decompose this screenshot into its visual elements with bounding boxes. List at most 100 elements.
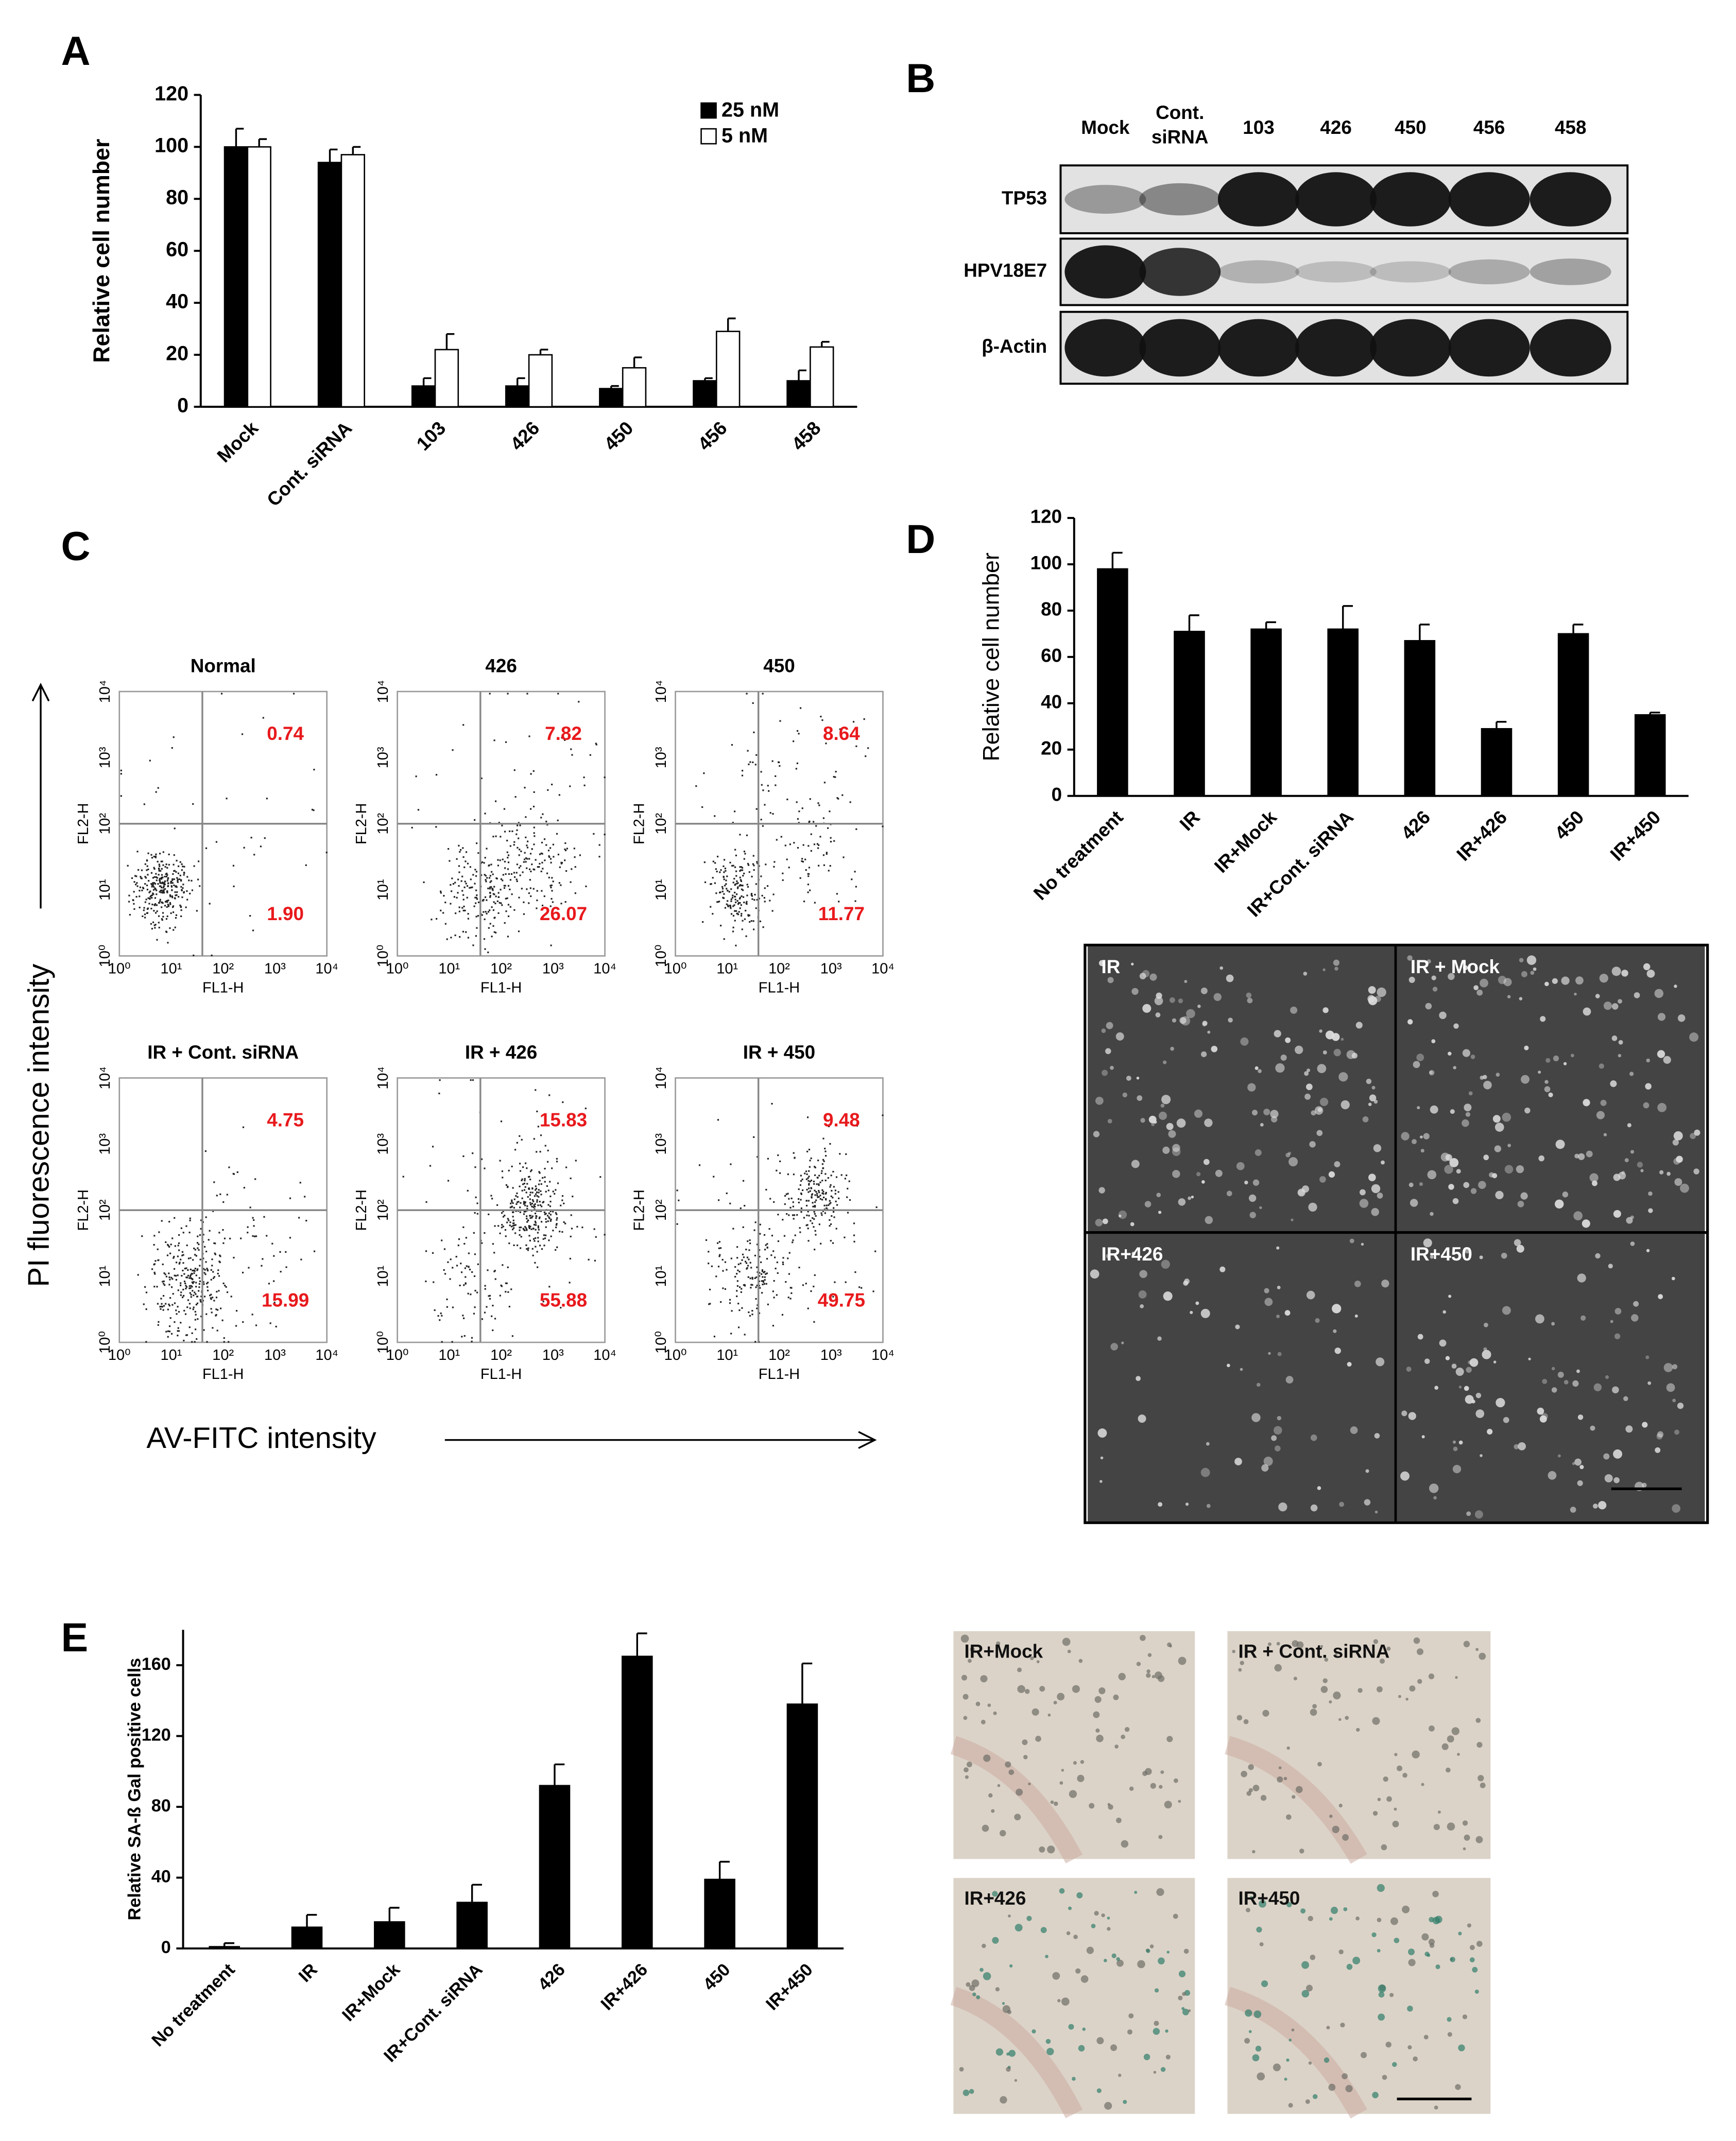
- cell: [1129, 1786, 1134, 1791]
- event-dot: [818, 844, 820, 846]
- cell: [1429, 1725, 1435, 1732]
- cell: [1545, 1058, 1551, 1063]
- event-dot: [519, 1234, 521, 1236]
- event-dot: [505, 1235, 507, 1237]
- event-dot: [214, 1253, 216, 1255]
- cell: [1398, 1695, 1401, 1698]
- event-dot: [835, 1228, 837, 1230]
- event-dot: [762, 825, 764, 827]
- cell: [1268, 1352, 1271, 1355]
- cell: [1583, 1007, 1591, 1016]
- cell: [1213, 993, 1222, 1001]
- event-dot: [285, 1266, 287, 1268]
- event-dot: [476, 1213, 478, 1215]
- event-dot: [565, 849, 567, 852]
- y-tick-label: 10⁰: [97, 1331, 113, 1354]
- event-dot: [750, 1287, 752, 1289]
- cell: [1334, 1348, 1341, 1354]
- event-dot: [411, 826, 413, 828]
- cell: [1417, 1679, 1422, 1684]
- cell: [1234, 1458, 1242, 1465]
- cell: [1439, 1011, 1447, 1020]
- cell: [1219, 966, 1224, 970]
- event-dot: [216, 1330, 218, 1332]
- event-dot: [821, 1192, 823, 1195]
- cell: [982, 1943, 986, 1948]
- legend-label: 5 nM: [721, 124, 768, 147]
- event-dot: [177, 1335, 179, 1337]
- event-dot: [441, 1341, 443, 1343]
- cell: [1539, 1415, 1547, 1423]
- cell: [1592, 1180, 1597, 1186]
- event-dot: [532, 805, 535, 807]
- y-tick-label: 120: [154, 82, 188, 105]
- event-dot: [472, 944, 474, 946]
- event-dot: [562, 1101, 564, 1103]
- event-dot: [444, 923, 446, 925]
- event-dot: [176, 894, 178, 896]
- cell: [1201, 1051, 1207, 1058]
- cell: [1150, 1783, 1156, 1789]
- cell: [1561, 976, 1570, 985]
- cell: [1517, 1201, 1524, 1207]
- cell: [1599, 1063, 1604, 1069]
- x-tick-label: 450: [699, 1960, 734, 1994]
- event-dot: [143, 803, 145, 805]
- cell: [1154, 996, 1163, 1006]
- event-dot: [808, 1184, 810, 1186]
- event-dot: [255, 1235, 257, 1237]
- event-dot: [207, 1269, 209, 1271]
- micrograph-label: IR: [1101, 956, 1120, 977]
- cell: [1182, 2009, 1189, 2015]
- cell: [1322, 1678, 1328, 1683]
- event-dot: [146, 912, 148, 914]
- event-dot: [169, 927, 171, 929]
- event-dot: [475, 902, 477, 904]
- event-dot: [557, 693, 559, 695]
- event-dot: [809, 1160, 811, 1162]
- event-dot: [196, 1242, 199, 1244]
- cell: [1102, 1069, 1108, 1076]
- event-dot: [758, 1312, 761, 1314]
- cell: [1295, 1045, 1303, 1054]
- panel-label: D: [906, 516, 935, 562]
- event-dot: [814, 1205, 816, 1207]
- event-dot: [736, 900, 738, 902]
- event-dot: [824, 1150, 827, 1152]
- event-dot: [751, 1284, 753, 1286]
- event-dot: [474, 883, 476, 885]
- cell: [1440, 1152, 1450, 1162]
- cell: [1516, 1165, 1524, 1173]
- cell: [1340, 1100, 1350, 1110]
- cell: [1308, 1915, 1313, 1922]
- event-dot: [583, 776, 585, 779]
- event-dot: [167, 905, 170, 907]
- event-dot: [557, 853, 559, 856]
- event-dot: [745, 909, 747, 912]
- micrograph: [953, 1631, 1195, 1859]
- event-dot: [763, 1271, 765, 1273]
- event-dot: [813, 843, 816, 845]
- event-dot: [552, 1211, 554, 1213]
- event-dot: [475, 842, 478, 844]
- event-dot: [491, 1198, 493, 1200]
- event-dot: [467, 937, 470, 939]
- cell: [1648, 1191, 1653, 1196]
- event-dot: [440, 1313, 442, 1315]
- event-dot: [523, 901, 525, 903]
- event-dot: [171, 889, 173, 891]
- cell: [1096, 1734, 1104, 1742]
- cell: [1271, 1435, 1277, 1441]
- bar: [374, 1921, 405, 1949]
- event-dot: [171, 906, 174, 908]
- event-dot: [178, 1330, 180, 1332]
- cell: [1238, 1668, 1242, 1672]
- event-dot: [779, 720, 781, 722]
- cell: [1439, 1339, 1447, 1347]
- event-dot: [275, 1325, 277, 1327]
- event-dot: [740, 1291, 742, 1293]
- event-dot: [146, 889, 148, 891]
- cell: [1138, 1290, 1147, 1299]
- event-dot: [225, 1286, 227, 1288]
- x-axis-label: FL1-H: [759, 1366, 800, 1383]
